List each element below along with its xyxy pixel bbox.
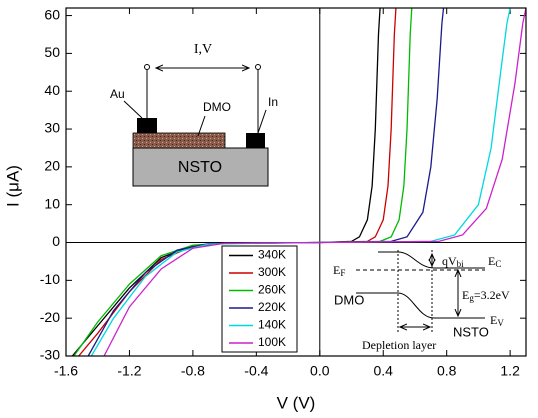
x-axis-label: V (V) xyxy=(277,393,316,412)
legend-label: 340K xyxy=(258,248,286,262)
legend-label: 220K xyxy=(258,300,286,314)
label: In xyxy=(268,95,278,109)
x-tick-label: 0.4 xyxy=(374,363,394,379)
au-contact xyxy=(137,118,157,133)
y-tick-label: 60 xyxy=(44,6,60,22)
label: E xyxy=(490,313,497,327)
pointer xyxy=(197,115,206,137)
legend-label: 100K xyxy=(258,335,286,349)
terminal xyxy=(255,64,261,70)
device-inset: I,V Au DMO In NSTO xyxy=(110,42,278,187)
label: qVbi xyxy=(442,254,464,269)
label: g xyxy=(469,293,474,303)
plot-frame xyxy=(65,7,527,357)
label: I,V xyxy=(194,42,212,57)
label: C xyxy=(495,259,501,269)
label: Depletion layer xyxy=(362,338,436,352)
terminal xyxy=(144,64,150,70)
label: EC xyxy=(488,254,501,269)
label: DMO xyxy=(203,100,231,114)
legend-label: 260K xyxy=(258,283,286,297)
valence-band xyxy=(356,292,485,319)
label: EF xyxy=(333,263,345,278)
y-tick-label: 30 xyxy=(44,120,60,136)
x-tick-label: -1.6 xyxy=(54,363,78,379)
pointer xyxy=(257,109,267,134)
y-tick-label: 40 xyxy=(44,82,60,98)
label: Eg=3.2eV xyxy=(462,288,510,303)
label: Au xyxy=(110,87,125,101)
label: DMO xyxy=(334,292,364,307)
conduction-band xyxy=(378,251,485,269)
x-tick-label: -0.4 xyxy=(244,363,268,379)
x-tick-label: -1.2 xyxy=(117,363,141,379)
legend-box xyxy=(221,245,298,353)
x-tick-label: -0.8 xyxy=(181,363,205,379)
legend-label: 300K xyxy=(258,265,286,279)
label: qV xyxy=(442,254,457,268)
x-tick-label: 0.8 xyxy=(437,363,457,379)
label: EV xyxy=(490,313,504,328)
legend-label: 140K xyxy=(258,318,286,332)
label: F xyxy=(340,268,345,278)
label: bi xyxy=(457,259,465,269)
label: E xyxy=(462,288,469,302)
label: NSTO xyxy=(453,324,489,339)
label: NSTO xyxy=(178,159,222,176)
x-tick-label: 1.2 xyxy=(500,363,520,379)
label: V xyxy=(497,318,504,328)
y-tick-label: 50 xyxy=(44,44,60,60)
label: =3.2eV xyxy=(474,288,510,302)
y-tick-label: 0 xyxy=(52,233,60,249)
x-tick-label: 0.0 xyxy=(310,363,330,379)
substrate xyxy=(132,147,269,187)
label: E xyxy=(333,263,340,277)
y-tick-label: 20 xyxy=(44,158,60,174)
in-contact xyxy=(246,133,265,148)
pointer xyxy=(123,100,143,119)
y-tick-label: -30 xyxy=(40,347,60,363)
series-line xyxy=(103,8,526,356)
y-tick-label: -10 xyxy=(40,271,60,287)
y-axis-label: I (μA) xyxy=(3,165,22,207)
label: E xyxy=(488,254,495,268)
band-inset: qVbi EC EF Eg=3.2eV DMO NSTO EV Depletio… xyxy=(333,250,510,352)
y-tick-label: 10 xyxy=(44,195,60,211)
film xyxy=(132,132,226,149)
y-tick-label: -20 xyxy=(40,309,60,325)
